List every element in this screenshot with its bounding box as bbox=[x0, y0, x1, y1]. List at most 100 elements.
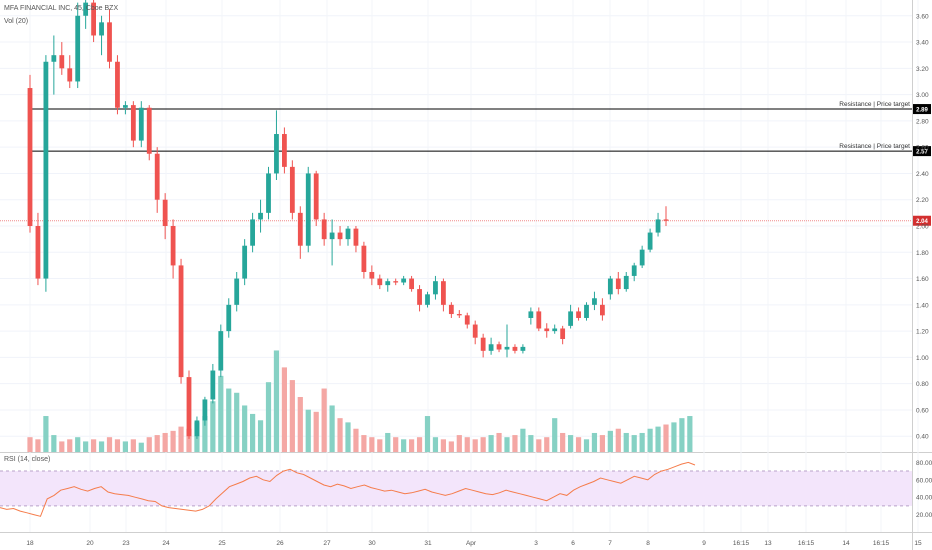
volume-bar bbox=[377, 439, 383, 452]
candle bbox=[107, 9, 112, 69]
time-tick-label: 16:15 bbox=[733, 540, 750, 547]
volume-bar bbox=[51, 435, 57, 452]
candle bbox=[194, 416, 200, 439]
volume-bar bbox=[106, 437, 113, 452]
volume-bar bbox=[647, 428, 653, 452]
candle bbox=[130, 101, 136, 148]
candle-body bbox=[361, 245, 367, 272]
candle-body bbox=[464, 315, 470, 325]
volume-bar bbox=[35, 439, 41, 452]
candle bbox=[464, 312, 470, 329]
last-price-tag bbox=[913, 215, 931, 226]
rsi-indicator-label[interactable]: RSI (14, close) bbox=[4, 456, 51, 463]
rsi-tick-label: 40.00 bbox=[916, 495, 932, 502]
candle bbox=[59, 42, 65, 75]
volume-bar bbox=[162, 432, 168, 452]
volume-bar bbox=[186, 428, 192, 452]
candle-body bbox=[417, 289, 422, 305]
candle-body bbox=[59, 55, 65, 69]
volume-bar bbox=[679, 418, 685, 452]
volume-bar bbox=[591, 432, 598, 452]
volume-bar bbox=[345, 422, 351, 452]
candle bbox=[75, 2, 81, 89]
volume-indicator-label[interactable]: Vol (20) bbox=[4, 18, 29, 25]
volume-bar bbox=[480, 437, 486, 452]
volume-bar bbox=[456, 435, 462, 452]
volume-bar bbox=[114, 439, 121, 452]
time-tick-label: 9 bbox=[702, 540, 706, 547]
candle-body bbox=[568, 311, 573, 326]
rsi-band bbox=[0, 471, 912, 506]
time-tick-label: 23 bbox=[122, 540, 130, 547]
rsi-line bbox=[0, 461, 696, 517]
candle-body bbox=[313, 173, 319, 220]
time-tick-label: 14 bbox=[842, 540, 850, 547]
volume-bar bbox=[663, 424, 669, 452]
candle-body bbox=[115, 61, 120, 108]
time-tick-label: 27 bbox=[323, 540, 331, 547]
candle bbox=[425, 291, 430, 308]
resistance-price-tag-text: 2.89 bbox=[916, 107, 928, 113]
candle-body bbox=[99, 22, 104, 36]
volume-bar bbox=[369, 437, 375, 452]
candle bbox=[162, 193, 168, 240]
candle bbox=[186, 370, 192, 439]
candle bbox=[218, 324, 224, 378]
resistance-price-tag bbox=[913, 146, 931, 157]
candle-body bbox=[178, 265, 184, 378]
price-tick-label: 3.40 bbox=[916, 40, 929, 47]
candle-body bbox=[536, 311, 542, 329]
candle-body bbox=[274, 134, 279, 174]
candle bbox=[51, 35, 57, 95]
candle-body bbox=[560, 328, 566, 339]
time-tick-label: 16:15 bbox=[798, 540, 815, 547]
price-tick-label: 1.20 bbox=[916, 329, 929, 336]
price-tick-label: 3.60 bbox=[916, 13, 929, 20]
candle-body bbox=[496, 344, 502, 350]
time-tick-label: 18 bbox=[26, 540, 34, 547]
volume-bar bbox=[424, 416, 431, 452]
symbol-title[interactable]: MFA FINANCIAL INC, 45, Cboe BZX bbox=[4, 5, 119, 12]
volume-bar bbox=[361, 435, 367, 452]
candle-body bbox=[123, 105, 128, 108]
candle-body bbox=[528, 311, 534, 318]
candle bbox=[385, 278, 391, 292]
candle bbox=[592, 291, 597, 311]
volume-bar bbox=[639, 432, 645, 452]
volume-bar bbox=[687, 416, 693, 452]
candle bbox=[345, 226, 351, 246]
volume-bar bbox=[289, 380, 295, 452]
price-tick-label: 2.00 bbox=[916, 224, 929, 231]
price-tick-label: 0.80 bbox=[916, 381, 929, 388]
candle bbox=[417, 285, 422, 312]
resistance-layer: Resistance | Price target 2.89 Resistance … bbox=[0, 101, 931, 226]
candle bbox=[377, 274, 383, 290]
candle bbox=[178, 258, 184, 384]
price-tick-label: 2.60 bbox=[916, 145, 929, 152]
price-tick-label: 0.60 bbox=[916, 407, 929, 414]
candle-body bbox=[186, 377, 192, 437]
volume-bar bbox=[496, 432, 502, 452]
candle bbox=[297, 206, 303, 259]
candle bbox=[568, 304, 573, 329]
candle bbox=[504, 324, 510, 358]
candle-body bbox=[83, 2, 89, 16]
candle bbox=[210, 363, 216, 404]
price-tick-label: 3.00 bbox=[916, 92, 929, 99]
candle bbox=[99, 15, 104, 56]
candle bbox=[544, 323, 550, 338]
candle bbox=[91, 0, 96, 43]
volume-bar bbox=[329, 405, 335, 452]
volume-bar bbox=[631, 435, 637, 452]
resistance-label: Resistance | Price target bbox=[839, 143, 910, 150]
volume-bar bbox=[655, 426, 661, 452]
candle bbox=[663, 206, 669, 226]
time-tick-label: Apr bbox=[466, 540, 477, 547]
price-tick-label: 0.40 bbox=[916, 434, 929, 441]
candle bbox=[480, 333, 486, 358]
candle bbox=[67, 55, 73, 89]
volume-bar bbox=[623, 432, 629, 452]
candle bbox=[234, 271, 240, 312]
candle-body bbox=[210, 370, 216, 400]
